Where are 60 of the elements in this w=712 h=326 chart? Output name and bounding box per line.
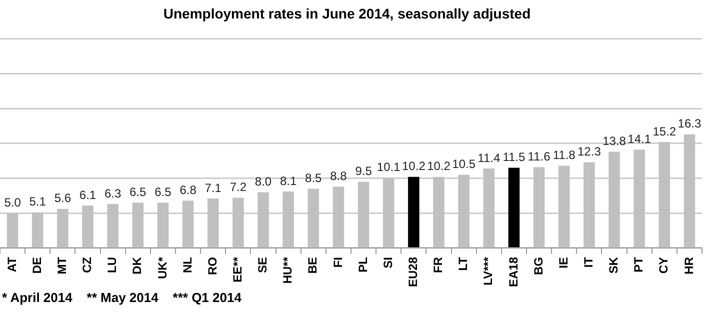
- x-tick-label: SK: [606, 256, 621, 274]
- x-tick-label: LU: [105, 256, 120, 273]
- data-label: 13.8: [602, 134, 626, 148]
- bar: [508, 168, 520, 248]
- data-label: 10.2: [427, 159, 451, 174]
- x-tick-label: UK*: [155, 256, 170, 279]
- x-tick-label: BE: [306, 256, 320, 274]
- data-label: 6.8: [180, 182, 197, 197]
- data-label: 6.1: [79, 188, 96, 202]
- x-tick-label: EU28: [406, 256, 420, 288]
- x-tick-label: DK: [130, 256, 144, 274]
- x-tick-label: LT: [456, 256, 470, 271]
- x-tick-label: FI: [330, 256, 345, 268]
- x-tick-label: MT: [54, 256, 69, 274]
- bar: [408, 176, 420, 248]
- data-label: 5.0: [4, 195, 22, 210]
- data-label: 7.1: [204, 180, 222, 195]
- x-tick-label: HU**: [280, 256, 295, 284]
- data-label: 7.2: [230, 180, 247, 194]
- data-label: 11.4: [478, 150, 500, 165]
- data-label: 6.5: [130, 184, 147, 199]
- data-label: 16.3: [678, 116, 702, 131]
- data-label: 8.5: [305, 171, 322, 186]
- text: * April 2014 ** May 2014 *** Q1 2014: [2, 290, 242, 305]
- x-tick-label: LV***: [481, 256, 496, 286]
- x-tick-label: AT: [4, 256, 19, 272]
- data-label: 6.5: [154, 184, 172, 199]
- data-label: 5.6: [54, 191, 72, 206]
- data-label: 15.2: [652, 124, 676, 138]
- x-tick-label: BG: [531, 256, 546, 275]
- data-label: 8.0: [254, 174, 272, 189]
- x-tick-label: HR: [682, 256, 696, 274]
- x-tick-label: CY: [656, 256, 671, 274]
- x-tick-label: FR: [431, 256, 446, 273]
- x-tick-label: EE**: [230, 256, 244, 282]
- x-tick-label: RO: [205, 256, 220, 275]
- x-tick-label: CZ: [80, 256, 94, 273]
- data-label: 8.1: [280, 174, 297, 188]
- x-tick-label: SI: [380, 256, 395, 268]
- data-label: 9.5: [355, 164, 372, 178]
- data-label: 11.6: [528, 149, 551, 164]
- x-tick-label: DE: [30, 256, 44, 274]
- data-label: 12.3: [578, 144, 602, 159]
- x-tick-label: SE: [256, 256, 270, 273]
- data-label: 6.3: [104, 186, 122, 200]
- data-label: 11.5: [502, 150, 526, 164]
- x-tick-label: IE: [556, 256, 570, 268]
- data-label: 14.1: [628, 132, 652, 146]
- x-tick-label: IT: [581, 256, 596, 268]
- data-label: 11.8: [552, 148, 576, 162]
- x-tick-label: PT: [632, 256, 646, 272]
- x-tick-label: NL: [180, 256, 194, 273]
- data-label: 10.5: [452, 157, 476, 172]
- data-label: 10.2: [402, 159, 426, 174]
- chart-title: Unemployment rates in June 2014, seasonally adjusted: [163, 5, 531, 22]
- data-label: 10.1: [376, 160, 401, 174]
- data-label: 8.8: [330, 168, 348, 183]
- x-tick-label: EA18: [506, 256, 520, 288]
- x-tick-label: PL: [356, 256, 370, 272]
- data-label: 5.1: [29, 194, 46, 209]
